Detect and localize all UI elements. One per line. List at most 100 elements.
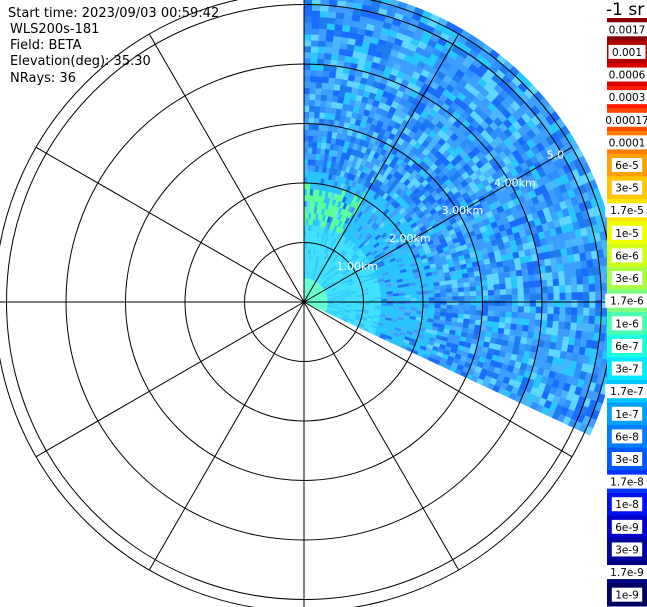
range-gate-cell bbox=[546, 320, 554, 329]
range-gate-cell bbox=[583, 307, 590, 317]
range-gate-cell bbox=[586, 331, 595, 341]
range-gate-cell bbox=[547, 293, 555, 301]
range-gate-cell bbox=[335, 71, 343, 80]
range-gate-cell bbox=[319, 112, 326, 119]
range-gate-cell bbox=[314, 99, 322, 107]
range-gate-cell bbox=[541, 300, 549, 308]
range-gate-cell bbox=[327, 11, 337, 19]
range-gate-cell bbox=[511, 282, 518, 290]
range-gate-cell bbox=[325, 100, 333, 108]
range-gate-cell bbox=[322, 70, 331, 78]
range-gate-cell bbox=[594, 283, 602, 293]
range-gate-cell bbox=[307, 176, 312, 184]
range-gate-cell bbox=[303, 63, 311, 71]
range-gate-cell bbox=[498, 277, 506, 285]
range-gate-cell bbox=[324, 46, 333, 54]
range-gate-cell bbox=[482, 300, 489, 307]
range-gate-cell bbox=[553, 300, 561, 308]
range-ring-label: 1.00km bbox=[337, 260, 379, 273]
range-gate-cell bbox=[582, 275, 590, 285]
nrays-label: NRays: 36 bbox=[10, 71, 76, 86]
range-gate-cell bbox=[320, 100, 327, 108]
range-gate-cell bbox=[303, 147, 309, 154]
range-gate-cell bbox=[410, 304, 418, 308]
range-gate-cell bbox=[303, 170, 308, 178]
range-gate-cell bbox=[416, 297, 424, 302]
range-gate-cell bbox=[334, 23, 344, 32]
range-gate-cell bbox=[511, 288, 519, 295]
range-gate-cell bbox=[303, 4, 313, 11]
range-gate-cell bbox=[558, 314, 566, 323]
range-gate-cell bbox=[565, 292, 572, 301]
range-gate-cell bbox=[311, 153, 317, 160]
colorbar-label-bg bbox=[605, 67, 647, 82]
range-gate-cell bbox=[541, 286, 549, 294]
range-gate-cell bbox=[307, 147, 313, 154]
colorbar-tick-label: 6e-7 bbox=[615, 341, 639, 353]
range-gate-cell bbox=[551, 271, 560, 280]
azimuth-spoke bbox=[148, 301, 305, 571]
colorbar-label-bg bbox=[605, 565, 647, 580]
colorbar-tick-label: 3e-6 bbox=[615, 273, 639, 285]
range-gate-cell bbox=[318, 28, 328, 36]
range-gate-cell bbox=[303, 93, 311, 100]
range-gate-cell bbox=[458, 291, 465, 297]
range-gate-cell bbox=[583, 299, 590, 309]
range-gate-cell bbox=[440, 292, 447, 298]
range-gate-cell bbox=[541, 313, 548, 321]
range-gate-cell bbox=[523, 287, 531, 295]
range-gate-cell bbox=[416, 304, 424, 309]
range-gate-cell bbox=[307, 153, 313, 160]
range-gate-cell bbox=[326, 88, 335, 96]
range-gate-cell bbox=[505, 311, 513, 319]
range-gate-cell bbox=[557, 270, 565, 280]
range-gate-cell bbox=[481, 290, 489, 296]
range-gate-cell bbox=[332, 41, 341, 49]
range-ring-label: 3.00km bbox=[442, 204, 484, 217]
range-gate-cell bbox=[470, 295, 477, 302]
colorbar-tick-label: 3e-5 bbox=[615, 183, 639, 195]
range-gate-cell bbox=[312, 141, 318, 149]
range-gate-cell bbox=[581, 323, 589, 333]
range-gate-cell bbox=[475, 310, 483, 316]
range-gate-cell bbox=[595, 291, 602, 301]
range-gate-cell bbox=[521, 324, 530, 333]
range-gate-cell bbox=[559, 307, 566, 315]
range-gate-cell bbox=[319, 22, 328, 30]
range-gate-cell bbox=[509, 329, 517, 337]
range-gate-cell bbox=[552, 320, 560, 329]
range-gate-cell bbox=[514, 263, 523, 271]
range-gate-cell bbox=[488, 300, 495, 307]
range-gate-cell bbox=[562, 262, 571, 272]
range-gate-cell bbox=[386, 296, 394, 300]
range-gate-cell bbox=[481, 279, 488, 287]
range-gate-cell bbox=[318, 123, 325, 131]
range-gate-cell bbox=[528, 280, 536, 289]
colorbar-tick-label: 0.0001 bbox=[609, 137, 646, 149]
range-gate-cell bbox=[308, 123, 315, 130]
range-gate-cell bbox=[446, 296, 453, 302]
range-gate-cell bbox=[303, 34, 312, 41]
data-sector bbox=[303, 0, 620, 436]
range-gate-cell bbox=[404, 303, 412, 308]
range-gate-cell bbox=[511, 306, 519, 313]
range-gate-cell bbox=[535, 300, 543, 308]
range-gate-cell bbox=[303, 176, 308, 184]
range-gate-cell bbox=[563, 329, 571, 338]
range-gate-cell bbox=[487, 284, 495, 291]
range-gate-cell bbox=[486, 273, 494, 281]
range-gate-cell bbox=[535, 313, 542, 321]
range-ring-label: 4.00km bbox=[494, 176, 536, 189]
range-gate-cell bbox=[310, 63, 318, 71]
range-gate-cell bbox=[422, 290, 429, 295]
range-gate-cell bbox=[571, 292, 578, 301]
range-gate-cell bbox=[558, 321, 566, 330]
range-gate-cell bbox=[469, 286, 477, 292]
range-gate-cell bbox=[558, 278, 566, 287]
colorbar-tick-label: 0.00017 bbox=[605, 115, 647, 127]
range-gate-cell bbox=[308, 129, 314, 136]
range-gate-cell bbox=[307, 164, 312, 172]
range-gate-cell bbox=[493, 305, 501, 312]
range-gate-cell bbox=[303, 28, 312, 35]
range-gate-cell bbox=[528, 319, 536, 327]
